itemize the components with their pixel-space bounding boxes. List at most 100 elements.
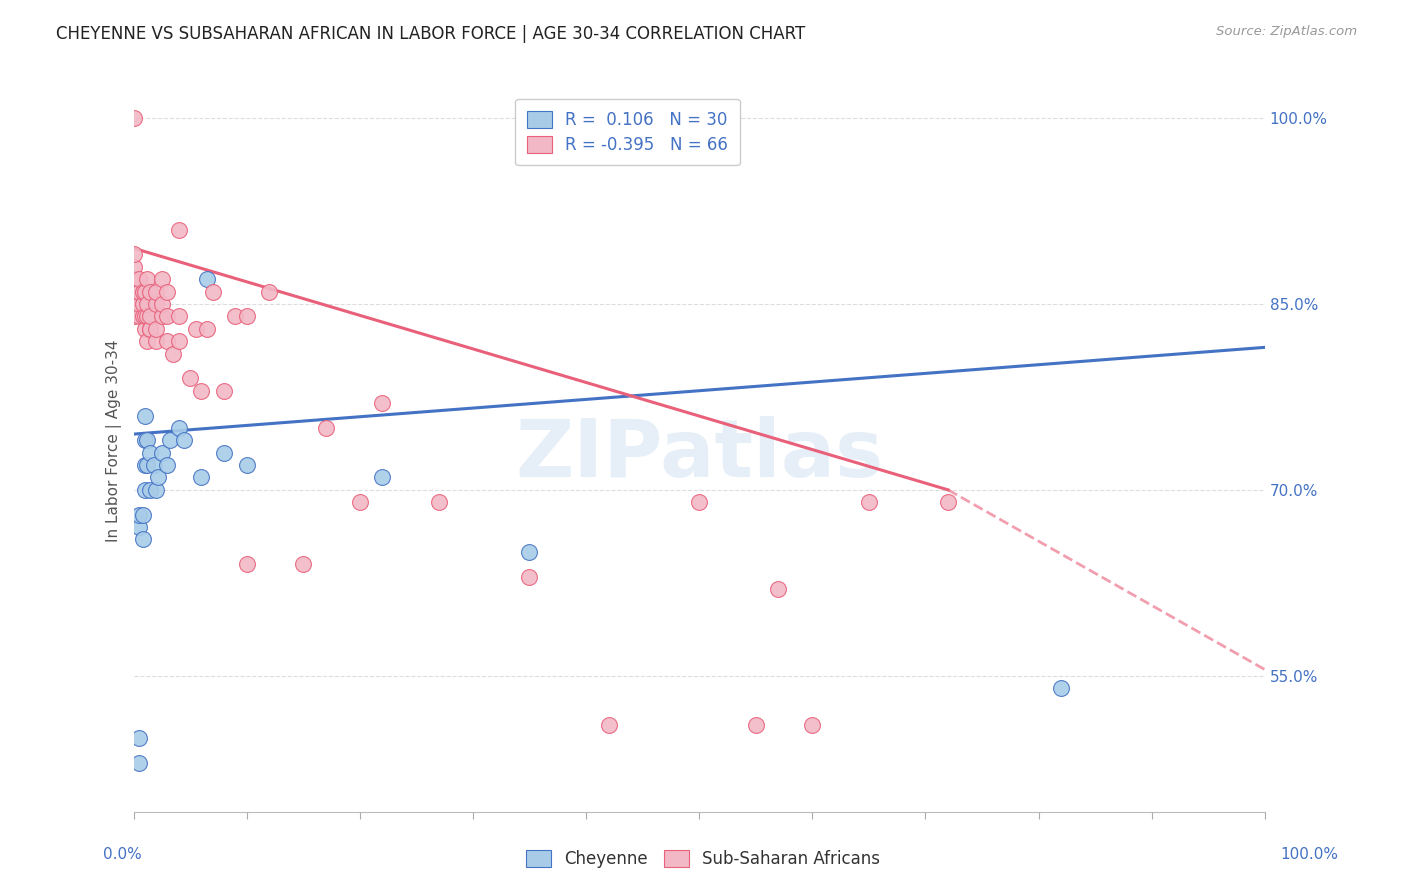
Text: 100.0%: 100.0% [1281,847,1339,862]
Point [128,297,150,311]
Point [145,483,167,497]
Point [128,508,150,522]
Point [122,285,145,299]
Point [159,434,181,448]
Point [138,285,160,299]
Point [349,495,371,509]
Point [150,297,173,311]
Point [150,272,173,286]
Point [201,285,224,299]
Point [598,718,620,732]
Point [131,297,153,311]
Point [519,545,541,559]
Point [139,322,162,336]
Point [235,558,257,572]
Point [1050,681,1073,695]
Point [122,297,145,311]
Point [167,421,190,435]
Point [212,446,235,460]
Point [167,310,190,324]
Point [145,285,167,299]
Point [136,310,159,324]
Point [150,446,173,460]
Point [128,756,150,770]
Point [128,310,150,324]
Point [173,434,195,448]
Point [235,458,257,472]
Point [195,272,218,286]
Point [259,285,281,299]
Point [156,285,179,299]
Point [131,533,153,547]
Point [224,310,246,324]
Point [145,334,167,348]
Y-axis label: In Labor Force | Age 30-34: In Labor Force | Age 30-34 [107,339,122,541]
Point [131,310,153,324]
Point [122,297,145,311]
Point [162,346,184,360]
Point [136,458,159,472]
Point [122,310,145,324]
Point [768,582,790,596]
Point [179,371,201,385]
Point [519,569,541,583]
Point [688,495,710,509]
Point [136,434,159,448]
Point [134,483,156,497]
Point [131,508,153,522]
Point [134,322,156,336]
Point [156,334,179,348]
Point [122,285,145,299]
Point [139,483,162,497]
Point [128,520,150,534]
Point [371,470,394,484]
Point [128,285,150,299]
Point [156,310,179,324]
Point [128,731,150,745]
Point [122,247,145,261]
Text: ZIPatlas: ZIPatlas [515,417,883,494]
Point [131,285,153,299]
Point [190,470,212,484]
Point [128,272,150,286]
Point [122,260,145,274]
Point [136,334,159,348]
Point [235,310,257,324]
Point [195,322,218,336]
Text: Source: ZipAtlas.com: Source: ZipAtlas.com [1216,25,1357,38]
Text: 0.0%: 0.0% [103,847,142,862]
Point [134,310,156,324]
Point [134,409,156,423]
Point [139,446,162,460]
Point [134,285,156,299]
Point [184,322,207,336]
Point [139,310,162,324]
Point [122,272,145,286]
Point [156,458,179,472]
Point [145,297,167,311]
Point [745,718,768,732]
Point [936,495,959,509]
Text: CHEYENNE VS SUBSAHARAN AFRICAN IN LABOR FORCE | AGE 30-34 CORRELATION CHART: CHEYENNE VS SUBSAHARAN AFRICAN IN LABOR … [56,25,806,43]
Point [148,470,170,484]
Point [801,718,824,732]
Point [128,285,150,299]
Point [292,558,315,572]
Point [139,285,162,299]
Point [858,495,880,509]
Point [167,334,190,348]
Point [122,272,145,286]
Legend: Cheyenne, Sub-Saharan Africans: Cheyenne, Sub-Saharan Africans [519,843,887,875]
Point [145,322,167,336]
Point [371,396,394,410]
Point [142,458,165,472]
Point [190,384,212,398]
Legend: R =  0.106   N = 30, R = -0.395   N = 66: R = 0.106 N = 30, R = -0.395 N = 66 [515,99,740,166]
Point [134,458,156,472]
Point [150,310,173,324]
Point [167,222,190,236]
Point [134,434,156,448]
Point [122,111,145,125]
Point [427,495,450,509]
Point [136,297,159,311]
